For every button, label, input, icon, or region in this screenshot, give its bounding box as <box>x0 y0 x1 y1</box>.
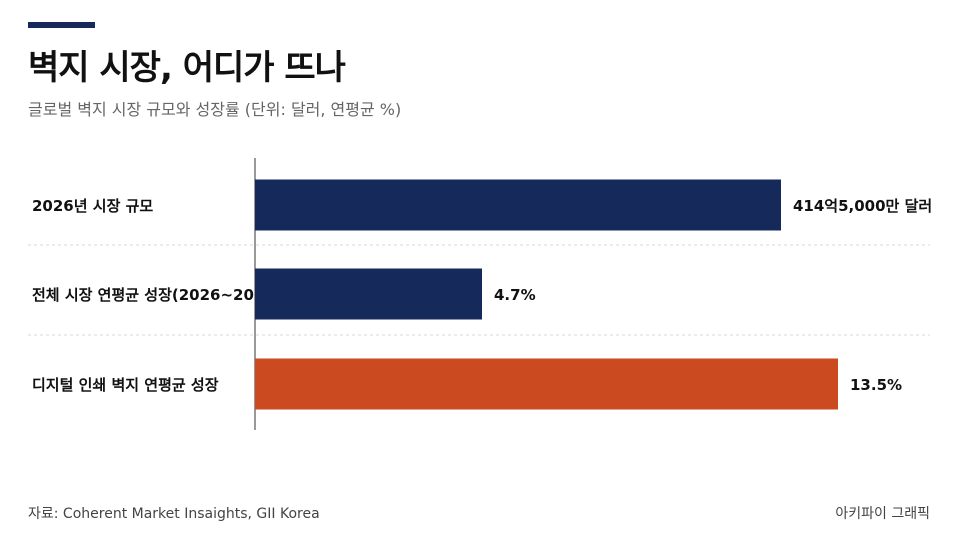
bar <box>255 358 838 410</box>
credit-note: 아키파이 그래픽 <box>835 506 930 522</box>
bar <box>255 268 482 320</box>
chart-title: 벽지 시장, 어디가 뜨나 <box>28 48 346 88</box>
category-label: 2026년 시장 규모 <box>32 197 153 215</box>
bar-value-label: 4.7% <box>494 286 536 304</box>
bar-value-label: 414억5,000만 달러 <box>793 197 932 215</box>
source-note: 자료: Coherent Market Insaights, GII Korea <box>28 506 320 522</box>
chart-subtitle: 글로벌 벽지 시장 규모와 성장률 (단위: 달러, 연평균 %) <box>28 100 402 119</box>
category-label: 디지털 인쇄 벽지 연평균 성장 <box>32 376 219 394</box>
bar-value-label: 13.5% <box>850 376 902 394</box>
title-accent-bar <box>28 22 95 28</box>
category-label: 전체 시장 연평균 성장(2026~2033) <box>32 286 282 304</box>
bar <box>255 179 781 231</box>
